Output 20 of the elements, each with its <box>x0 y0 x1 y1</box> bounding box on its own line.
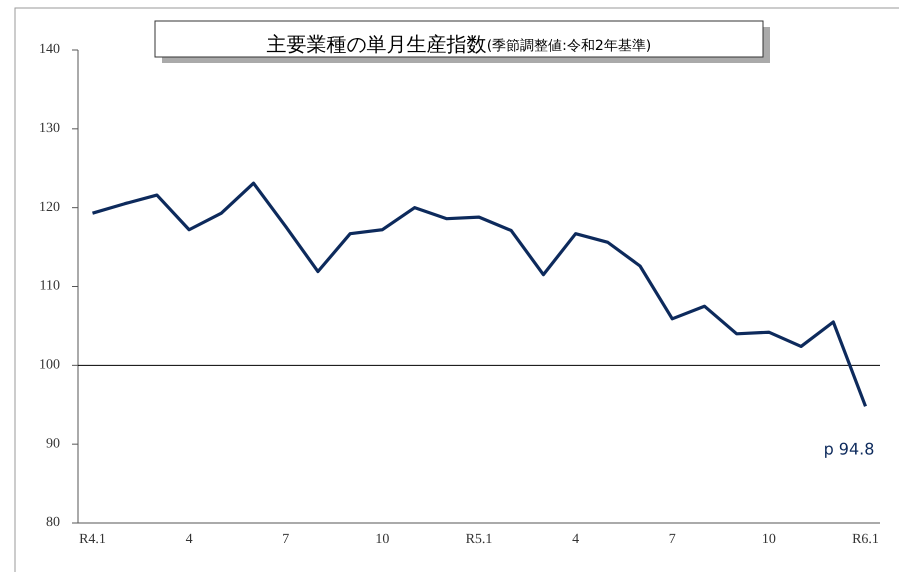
annotation: p 94.8 <box>824 439 874 458</box>
x-tick-label: 10 <box>375 532 390 547</box>
y-tick-label: 120 <box>39 200 60 215</box>
x-tick-label: R5.1 <box>466 532 492 547</box>
chart-subtitle: (季節調整値:令和2年基準) <box>486 38 652 54</box>
y-tick-label: 90 <box>46 436 60 452</box>
x-tick-label: 4 <box>186 532 193 547</box>
x-tick-label: R4.1 <box>79 532 106 547</box>
y-tick-label: 100 <box>39 358 60 373</box>
x-tick-label: 4 <box>572 532 580 547</box>
y-tick-label: 140 <box>39 42 60 58</box>
x-tick-label: 10 <box>762 532 776 547</box>
y-tick-label: 80 <box>46 515 60 530</box>
x-tick-label: 7 <box>282 532 290 547</box>
chart-title: 主要業種の単月生産指数 <box>266 32 487 56</box>
y-tick-label: 130 <box>39 121 60 136</box>
y-tick-label: 110 <box>40 278 60 294</box>
x-tick-label: R6.1 <box>852 532 879 547</box>
line-series <box>90 182 868 408</box>
x-tick-label: 7 <box>668 532 676 547</box>
